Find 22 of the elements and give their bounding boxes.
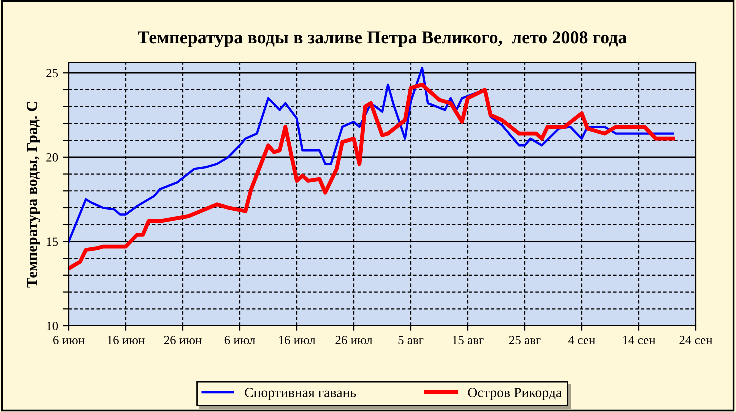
legend-label: Остров Рикорда [468,388,562,400]
x-tick-label: 25 авг [509,336,541,345]
y-tick-label: 15 [47,238,58,246]
line-series [69,66,674,243]
x-tick-label: 26 июл [336,336,372,345]
y-axis-title: Температура воды, Град. С [27,102,41,288]
x-tick-label: 24 сен [680,336,712,345]
y-tick-label: 25 [46,69,58,78]
chart-title: Температура воды в заливе Петра Великого, лето 2008 года [138,32,627,48]
x-tick-label: 16 июл [279,336,316,345]
x-tick-label: 15 авг [453,336,484,345]
x-tick-label: 6 июл [224,336,256,345]
x-tick-label: 5 авг [398,336,424,345]
y-tick-label: 10 [47,322,58,330]
legend-label: Спортивная гавань [245,388,356,400]
x-tick-label: 14 сен [623,336,656,345]
y-tick-label: 20 [46,153,58,162]
line-series [69,82,676,271]
x-tick-label: 6 июн [53,336,85,345]
x-tick-label: 16 июн [108,336,145,345]
x-tick-label: 4 сен [568,336,596,345]
x-tick-label: 26 июн [164,336,202,345]
